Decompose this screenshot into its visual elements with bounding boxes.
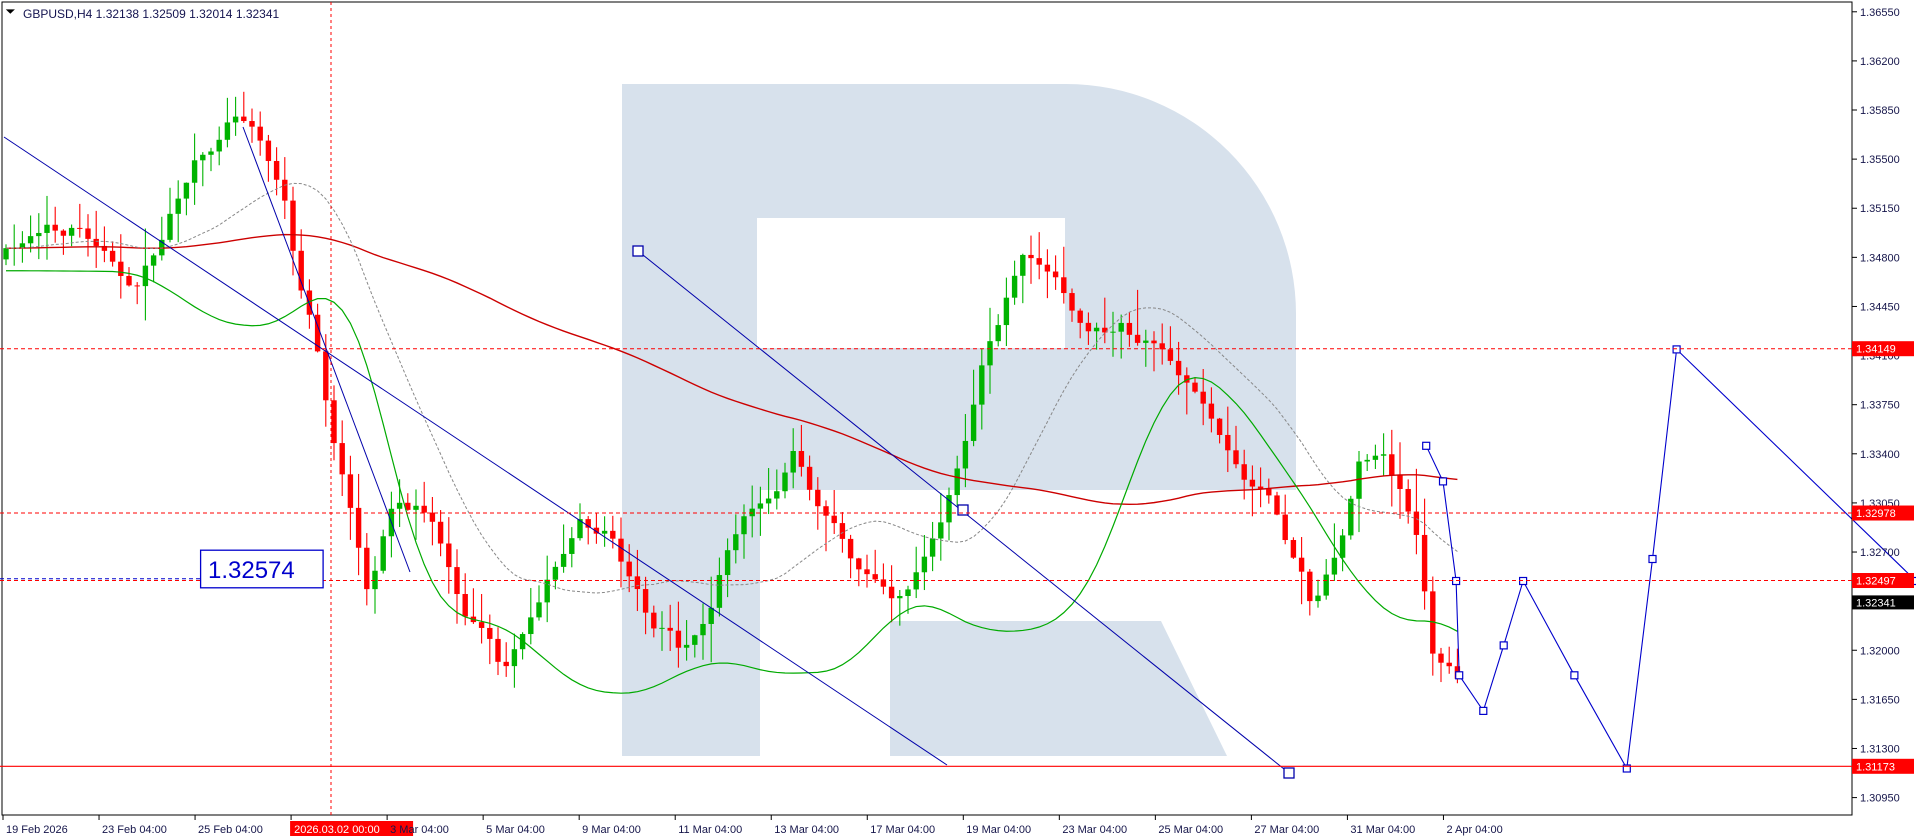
svg-text:9 Mar 04:00: 9 Mar 04:00	[582, 824, 641, 836]
svg-text:25 Feb 04:00: 25 Feb 04:00	[198, 824, 263, 836]
svg-text:13 Mar 04:00: 13 Mar 04:00	[774, 824, 839, 836]
svg-text:1.35150: 1.35150	[1860, 203, 1900, 215]
svg-text:GBPUSD,H4 1.32138 1.32509 1.3: GBPUSD,H4 1.32138 1.32509 1.32014 1.3234…	[23, 7, 280, 21]
svg-text:27 Mar 04:00: 27 Mar 04:00	[1254, 824, 1319, 836]
svg-text:1.34800: 1.34800	[1860, 252, 1900, 264]
svg-text:11 Mar 04:00: 11 Mar 04:00	[678, 824, 742, 836]
svg-text:1.35850: 1.35850	[1860, 105, 1900, 117]
svg-text:31 Mar 04:00: 31 Mar 04:00	[1350, 824, 1415, 836]
svg-text:1.32000: 1.32000	[1860, 645, 1900, 657]
svg-text:1.33750: 1.33750	[1860, 400, 1900, 412]
svg-text:1.31173: 1.31173	[1856, 761, 1895, 773]
svg-text:1.36550: 1.36550	[1860, 7, 1900, 19]
svg-text:1.32700: 1.32700	[1860, 547, 1900, 559]
svg-text:5 Mar 04:00: 5 Mar 04:00	[486, 824, 545, 836]
svg-text:1.30950: 1.30950	[1860, 793, 1900, 805]
svg-text:1.34450: 1.34450	[1860, 301, 1900, 313]
svg-text:19 Mar 04:00: 19 Mar 04:00	[966, 824, 1031, 836]
svg-text:1.32341: 1.32341	[1856, 597, 1896, 609]
svg-text:23 Mar 04:00: 23 Mar 04:00	[1062, 824, 1127, 836]
svg-text:1.31300: 1.31300	[1860, 743, 1900, 755]
svg-text:2026.03.02 00:00: 2026.03.02 00:00	[294, 824, 380, 836]
svg-text:23 Feb 04:00: 23 Feb 04:00	[102, 824, 167, 836]
svg-text:1.32574: 1.32574	[208, 557, 295, 584]
svg-text:1.32978: 1.32978	[1856, 508, 1896, 520]
svg-text:19 Feb 2026: 19 Feb 2026	[6, 824, 68, 836]
svg-text:3 Mar 04:00: 3 Mar 04:00	[390, 824, 449, 836]
svg-text:17 Mar 04:00: 17 Mar 04:00	[870, 824, 935, 836]
svg-text:1.31650: 1.31650	[1860, 694, 1900, 706]
svg-text:1.32497: 1.32497	[1856, 576, 1896, 588]
svg-text:25 Mar 04:00: 25 Mar 04:00	[1158, 824, 1223, 836]
svg-text:2 Apr 04:00: 2 Apr 04:00	[1446, 824, 1502, 836]
svg-text:1.33400: 1.33400	[1860, 449, 1900, 461]
svg-text:1.34149: 1.34149	[1856, 344, 1896, 356]
svg-text:1.35500: 1.35500	[1860, 154, 1900, 166]
svg-text:1.36200: 1.36200	[1860, 56, 1900, 68]
